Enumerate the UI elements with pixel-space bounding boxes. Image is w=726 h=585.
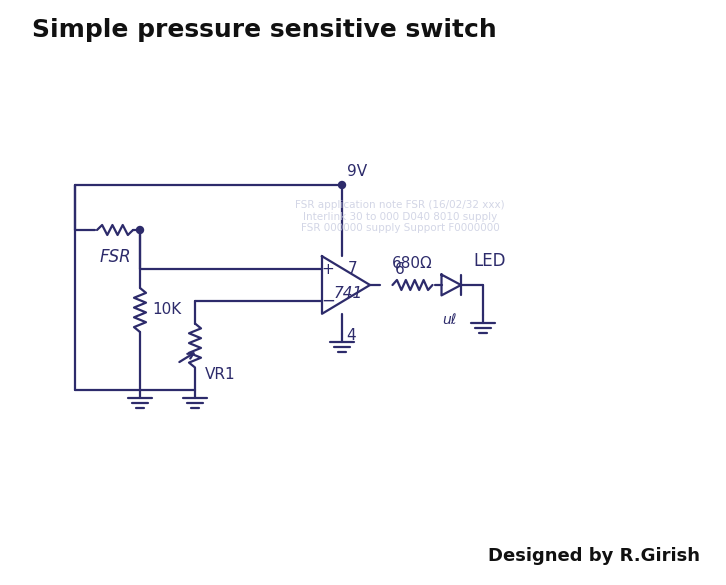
- Text: Designed by R.Girish: Designed by R.Girish: [488, 547, 700, 565]
- Text: 7: 7: [348, 261, 358, 276]
- Circle shape: [136, 226, 144, 233]
- Text: Simple pressure sensitive switch: Simple pressure sensitive switch: [32, 18, 497, 42]
- Circle shape: [338, 181, 346, 188]
- Text: 10K: 10K: [152, 302, 182, 318]
- Text: +: +: [322, 261, 335, 277]
- Text: uℓ: uℓ: [442, 313, 457, 327]
- Text: FSR application note FSR (16/02/32 xxx)
Interlink 30 to 000 D040 8010 supply
FSR: FSR application note FSR (16/02/32 xxx) …: [295, 200, 505, 233]
- Text: VR1: VR1: [205, 367, 236, 382]
- Text: 4: 4: [346, 328, 356, 343]
- Text: 9V: 9V: [347, 164, 367, 179]
- Text: LED: LED: [473, 252, 506, 270]
- Text: −: −: [321, 292, 335, 310]
- Text: 6: 6: [395, 262, 405, 277]
- Text: 680Ω: 680Ω: [392, 256, 433, 271]
- Text: 741: 741: [333, 285, 362, 301]
- Text: FSR: FSR: [99, 248, 131, 266]
